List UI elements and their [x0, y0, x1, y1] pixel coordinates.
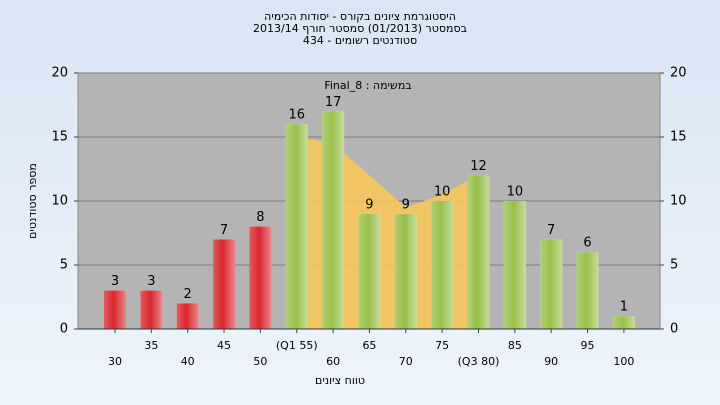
y-tick-label: 20	[51, 66, 68, 81]
bar	[249, 226, 272, 329]
bar	[322, 111, 345, 330]
bar	[612, 316, 635, 329]
y2-tick-label: 15	[670, 130, 687, 145]
y-tick-label: 15	[51, 130, 68, 145]
x-tick-label: 35	[144, 339, 158, 352]
bar	[213, 239, 236, 329]
x-tick-label: 45	[217, 339, 231, 352]
y2-tick-label: 20	[670, 66, 687, 81]
data-label: 7	[220, 223, 228, 238]
x-tick-label: 75	[435, 339, 449, 352]
y2-tick-label: 10	[670, 194, 687, 209]
bar	[576, 252, 599, 329]
x-tick-label: 85	[508, 339, 522, 352]
data-label: 6	[583, 236, 591, 251]
y2-tick-label: 5	[670, 258, 678, 273]
data-label: 12	[470, 159, 487, 174]
x-tick-label: 100	[613, 355, 634, 368]
y-axis-label: מספר סטודנטים	[26, 163, 39, 239]
x-tick-label: (Q3 80)	[458, 355, 500, 368]
data-label: 9	[365, 197, 373, 212]
bar	[104, 290, 126, 329]
data-label: 7	[547, 223, 555, 238]
bar	[176, 303, 199, 329]
bar	[394, 213, 417, 329]
y-tick-label: 0	[60, 322, 68, 337]
x-tick-label: 70	[399, 355, 413, 368]
chart-title: סטודנטים רשומים - 434	[303, 34, 417, 47]
data-label: 8	[256, 210, 264, 225]
data-label: 10	[434, 185, 451, 200]
x-tick-label: 50	[253, 355, 267, 368]
chart-title: היסטוגרמת ציונים בקורס - יסודות הכימיה	[264, 10, 456, 23]
y-tick-label: 10	[51, 194, 68, 209]
bar	[285, 124, 308, 329]
data-label: 2	[184, 287, 192, 302]
x-axis-label: טווח ציונים	[315, 374, 365, 387]
x-tick-label: 60	[326, 355, 340, 368]
data-label: 9	[402, 197, 410, 212]
x-tick-label: 95	[581, 339, 595, 352]
bar	[431, 201, 454, 329]
x-tick-label: 90	[544, 355, 558, 368]
bar	[540, 239, 563, 329]
bar	[140, 290, 163, 329]
data-label: 3	[147, 274, 155, 289]
data-label: 17	[325, 95, 342, 110]
bar	[467, 175, 490, 329]
x-tick-label: 65	[362, 339, 376, 352]
data-label: 10	[507, 185, 524, 200]
data-label: 1	[620, 300, 628, 315]
x-tick-label: 30	[108, 355, 122, 368]
x-tick-label: (Q1 55)	[276, 339, 318, 352]
y-tick-label: 5	[60, 258, 68, 273]
bar	[503, 201, 526, 329]
chart-title: בסמסטר (01/2013) סמסטר חורף 2013/14	[253, 22, 467, 35]
bar	[358, 213, 381, 329]
y2-tick-label: 0	[670, 322, 678, 337]
x-tick-label: 40	[181, 355, 195, 368]
data-label: 3	[111, 274, 119, 289]
chart-subtitle: במשימה : Final_8	[324, 79, 411, 92]
data-label: 16	[288, 108, 305, 123]
